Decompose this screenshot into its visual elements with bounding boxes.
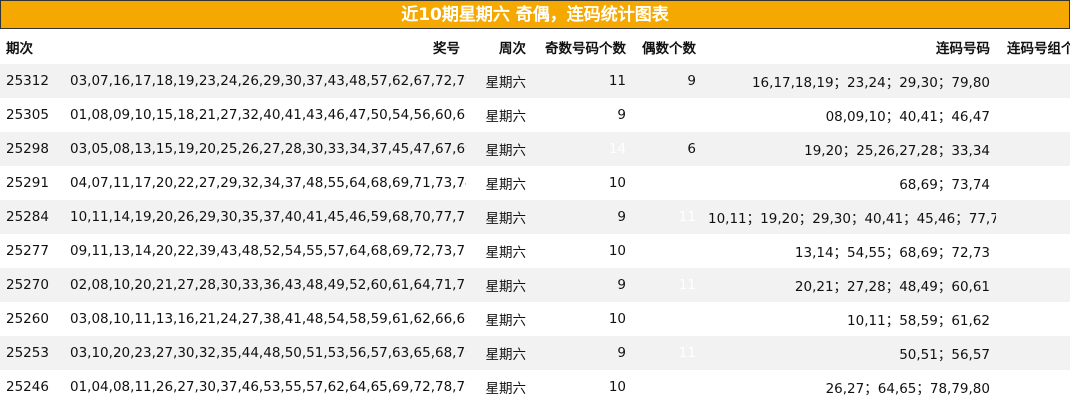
numbers-cell: 03,08,10,11,13,16,21,24,27,38,41,48,54,5… [64,302,466,336]
weekday-cell: 星期六 [466,370,532,404]
weekday-cell: 星期六 [466,234,532,268]
stats-table: 期次 奖号 周次 奇数号码个数 偶数个数 连码号码 连码号组个数 2531203… [0,29,1070,404]
table-row: 25298 03,05,08,13,15,19,20,25,26,27,28,30… [0,132,1070,166]
table-row: 25284 10,11,14,19,20,26,29,30,35,37,40,41… [0,200,1070,234]
consecutive-groups-cell: 3 [996,370,1070,404]
weekday-cell: 星期六 [466,98,532,132]
header-numbers: 奖号 [433,40,460,57]
weekday-cell: 星期六 [466,200,532,234]
consecutive-groups-cell: 3 [996,98,1070,132]
even-count-cell: 9 [632,64,702,98]
consecutive-groups-cell: 4 [996,234,1070,268]
consecutive-cell: 26,27；64,65；78,79,80 [702,370,996,404]
odd-count-cell: 10 [532,370,632,404]
even-count-cell: 11 [632,98,702,132]
consecutive-cell: 10,11；58,59；61,62 [702,302,996,336]
consecutive-cell: 20,21；27,28；48,49；60,61 [702,268,996,302]
numbers-cell: 01,08,09,10,15,18,21,27,32,40,41,43,46,4… [64,98,466,132]
even-count-cell: 10 [632,166,702,200]
consecutive-groups-cell: 3 [996,302,1070,336]
header-period: 期次 [6,40,33,57]
weekday-cell: 星期六 [466,268,532,302]
period-cell: 25270 [0,268,64,302]
table-header-row: 期次 奖号 周次 奇数号码个数 偶数个数 连码号码 连码号组个数 [0,29,1070,64]
odd-count-cell: 11 [532,64,632,98]
consecutive-groups-cell: 2 [996,166,1070,200]
consecutive-groups-cell: 2 [996,336,1070,370]
even-count-cell: 11 [632,336,702,370]
odd-count-cell: 9 [532,268,632,302]
period-cell: 25253 [0,336,64,370]
odd-count-cell: 9 [532,98,632,132]
consecutive-groups-cell: 6 [996,200,1070,234]
table-row: 25291 04,07,11,17,20,22,27,29,32,34,37,48… [0,166,1070,200]
table-row: 25277 09,11,13,14,20,22,39,43,48,52,54,55… [0,234,1070,268]
odd-count-cell: 10 [532,234,632,268]
weekday-cell: 星期六 [466,302,532,336]
period-cell: 25291 [0,166,64,200]
numbers-cell: 03,10,20,23,27,30,32,35,44,48,50,51,53,5… [64,336,466,370]
period-cell: 25284 [0,200,64,234]
period-cell: 25298 [0,132,64,166]
header-consecutive-groups: 连码号组个数 [1007,40,1070,57]
consecutive-groups-cell: 4 [996,268,1070,302]
numbers-cell: 04,07,11,17,20,22,27,29,32,34,37,48,55,6… [64,166,466,200]
table-row: 25312 03,07,16,17,18,19,23,24,26,29,30,37… [0,64,1070,98]
consecutive-cell: 68,69；73,74 [702,166,996,200]
page-title: 近10期星期六 奇偶，连码统计图表 [0,0,1070,29]
period-cell: 25277 [0,234,64,268]
period-cell: 25312 [0,64,64,98]
consecutive-cell: 10,11；19,20；29,30；40,41；45,46；77,78 [702,200,996,234]
even-count-cell: 10 [632,234,702,268]
even-count-cell: 11 [632,268,702,302]
header-consecutive: 连码号码 [936,40,990,57]
header-even-count: 偶数个数 [642,40,696,57]
consecutive-cell: 50,51；56,57 [702,336,996,370]
consecutive-cell: 19,20；25,26,27,28；33,34 [702,132,996,166]
consecutive-cell: 13,14；54,55；68,69；72,73 [702,234,996,268]
consecutive-cell: 16,17,18,19；23,24；29,30；79,80 [702,64,996,98]
consecutive-groups-cell: 4 [996,64,1070,98]
even-count-cell: 11 [632,200,702,234]
header-weekday: 周次 [499,40,526,57]
period-cell: 25260 [0,302,64,336]
even-count-cell: 10 [632,302,702,336]
weekday-cell: 星期六 [466,336,532,370]
consecutive-cell: 08,09,10；40,41；46,47 [702,98,996,132]
odd-count-cell: 14 [532,132,632,166]
odd-count-cell: 9 [532,200,632,234]
table-row: 25305 01,08,09,10,15,18,21,27,32,40,41,43… [0,98,1070,132]
table-row: 25270 02,08,10,20,21,27,28,30,33,36,43,48… [0,268,1070,302]
odd-count-cell: 10 [532,302,632,336]
period-cell: 25246 [0,370,64,404]
numbers-cell: 03,07,16,17,18,19,23,24,26,29,30,37,43,4… [64,64,466,98]
consecutive-groups-cell: 3 [996,132,1070,166]
table-row: 25246 01,04,08,11,26,27,30,37,46,53,55,57… [0,370,1070,404]
weekday-cell: 星期六 [466,132,532,166]
header-odd-count: 奇数号码个数 [545,40,626,57]
table-row: 25253 03,10,20,23,27,30,32,35,44,48,50,51… [0,336,1070,370]
odd-count-cell: 9 [532,336,632,370]
weekday-cell: 星期六 [466,166,532,200]
even-count-cell: 10 [632,370,702,404]
weekday-cell: 星期六 [466,64,532,98]
numbers-cell: 10,11,14,19,20,26,29,30,35,37,40,41,45,4… [64,200,466,234]
numbers-cell: 09,11,13,14,20,22,39,43,48,52,54,55,57,6… [64,234,466,268]
even-count-cell: 6 [632,132,702,166]
table-row: 25260 03,08,10,11,13,16,21,24,27,38,41,48… [0,302,1070,336]
numbers-cell: 02,08,10,20,21,27,28,30,33,36,43,48,49,5… [64,268,466,302]
period-cell: 25305 [0,98,64,132]
numbers-cell: 03,05,08,13,15,19,20,25,26,27,28,30,33,3… [64,132,466,166]
odd-count-cell: 10 [532,166,632,200]
numbers-cell: 01,04,08,11,26,27,30,37,46,53,55,57,62,6… [64,370,466,404]
